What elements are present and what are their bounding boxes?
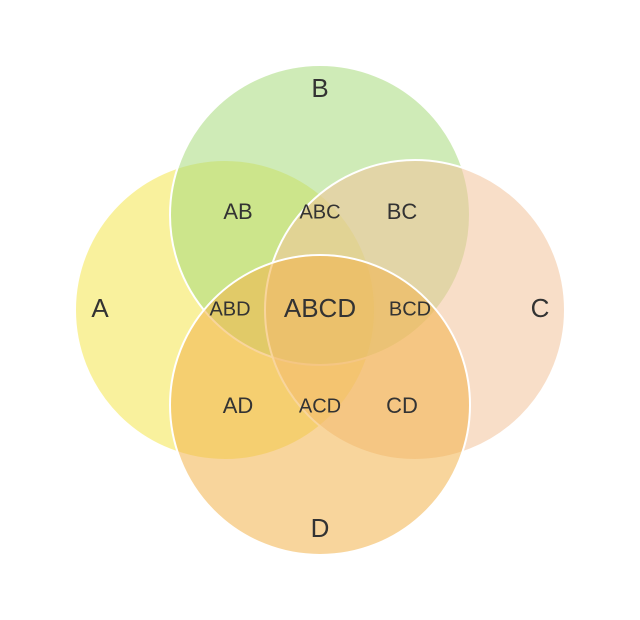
region-label-abd: ABD xyxy=(209,298,250,320)
region-label-bcd: BCD xyxy=(389,298,431,320)
region-label-abcd: ABCD xyxy=(284,293,356,323)
set-label-b: B xyxy=(311,73,328,103)
region-label-acd: ACD xyxy=(299,395,341,417)
venn-diagram: ABCDABABCBCABDABCDBCDADACDCD xyxy=(0,0,640,620)
set-label-d: D xyxy=(311,513,330,543)
set-label-c: C xyxy=(531,293,550,323)
region-label-abc: ABC xyxy=(299,201,340,223)
region-label-ab: AB xyxy=(223,199,252,224)
region-label-bc: BC xyxy=(387,199,418,224)
region-label-cd: CD xyxy=(386,393,418,418)
set-label-a: A xyxy=(91,293,109,323)
region-label-ad: AD xyxy=(223,393,254,418)
